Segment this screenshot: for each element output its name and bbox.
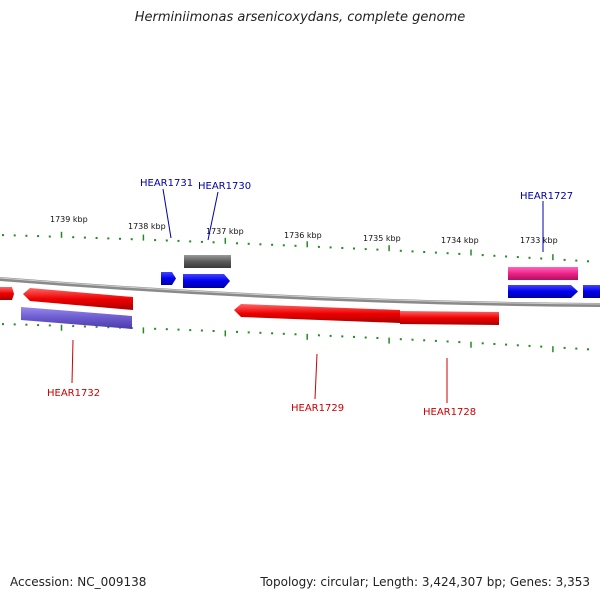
gene-label-hear1731: HEAR1731 — [140, 178, 193, 189]
genome-backbone-highlight — [0, 277, 600, 305]
label-connector — [162, 188, 172, 239]
tick-label: 1735 kbp — [363, 234, 401, 243]
inner-tick-track — [2, 323, 589, 353]
gene-hear1728[interactable] — [400, 311, 499, 325]
gene-hear1727[interactable] — [508, 267, 578, 280]
label-connector — [71, 339, 74, 384]
tick-label: 1738 kbp — [128, 222, 166, 231]
gene-hear1732-red[interactable] — [23, 288, 133, 310]
gene-label-hear1729: HEAR1729 — [291, 403, 344, 414]
tick-label: 1737 kbp — [206, 227, 244, 236]
gene-hear1730[interactable] — [183, 274, 230, 288]
tick-label: 1734 kbp — [441, 236, 479, 245]
label-connector — [314, 353, 318, 400]
genome-backbone — [0, 277, 600, 307]
gene-label-hear1732: HEAR1732 — [47, 388, 100, 399]
map-title: Herminiimonas arsenicoxydans, complete g… — [134, 10, 466, 25]
tick-label: 1733 kbp — [520, 236, 558, 245]
gene-blue-forward-edge[interactable] — [583, 285, 600, 298]
gene-red-left-edge[interactable] — [0, 287, 14, 300]
gene-label-hear1728: HEAR1728 — [423, 407, 476, 418]
gene-label-hear1727: HEAR1727 — [520, 191, 573, 202]
gene-hear1729[interactable] — [234, 304, 400, 323]
gene-hear1731[interactable] — [161, 272, 176, 285]
topology-text: Topology: circular; Length: 3,424,307 bp… — [260, 575, 590, 589]
tick-label: 1739 kbp — [50, 215, 88, 224]
tick-label: 1736 kbp — [284, 231, 322, 240]
gene-label-hear1730: HEAR1730 — [198, 181, 251, 192]
gene-blue-forward-right[interactable] — [508, 285, 578, 298]
gene-gray-hear1730[interactable] — [184, 255, 231, 268]
outer-tick-track — [2, 231, 589, 263]
label-connector — [207, 191, 219, 241]
gene-hear1732[interactable] — [21, 307, 132, 329]
accession-text: Accession: NC_009138 — [10, 575, 147, 589]
